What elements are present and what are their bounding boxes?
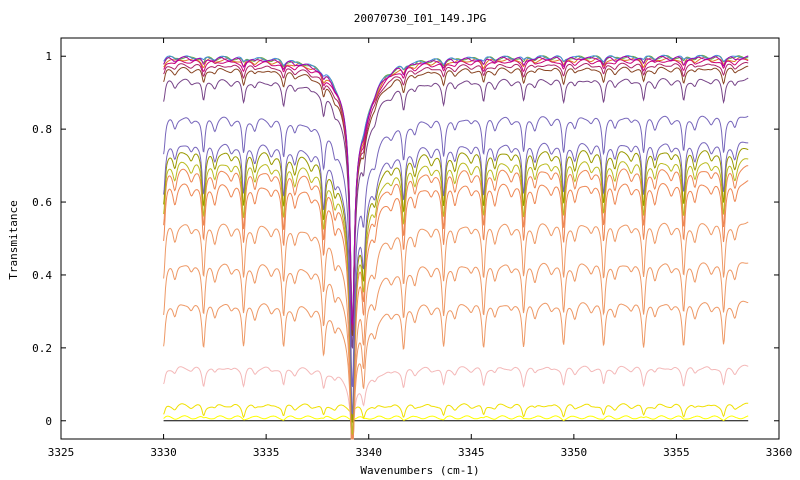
series-line xyxy=(163,65,749,337)
series-line xyxy=(163,62,749,331)
x-axis-label: Wavenumbers (cm-1) xyxy=(360,464,479,477)
series-line xyxy=(163,364,749,437)
series-line xyxy=(163,415,749,422)
x-tick-label: 3360 xyxy=(766,446,793,459)
series-line xyxy=(163,158,749,436)
series-line xyxy=(163,115,749,387)
series-line xyxy=(163,165,749,440)
y-tick-label: 1 xyxy=(45,50,52,63)
series-line xyxy=(163,180,749,440)
x-axis: 3325 3330 3335 3340 3345 3350 3355 3360 xyxy=(48,38,793,459)
y-tick-label: 0.4 xyxy=(32,269,52,282)
series-line xyxy=(163,58,749,326)
y-tick-label: 0.2 xyxy=(32,342,52,355)
series-line xyxy=(163,56,749,323)
x-tick-label: 3345 xyxy=(458,446,485,459)
series-line xyxy=(163,300,749,440)
series-line xyxy=(163,141,749,415)
x-tick-label: 3355 xyxy=(663,446,690,459)
series-line xyxy=(163,77,749,349)
y-tick-label: 0.6 xyxy=(32,196,52,209)
series-layer xyxy=(163,54,749,440)
y-tick-label: 0 xyxy=(45,415,52,428)
plot-frame xyxy=(60,37,780,440)
y-axis-label: Transmitance xyxy=(7,200,20,279)
series-line xyxy=(163,262,749,440)
chart-title: 20070730_I01_149.JPG xyxy=(354,12,486,25)
x-tick-label: 3330 xyxy=(150,446,177,459)
x-tick-label: 3335 xyxy=(253,446,280,459)
series-line xyxy=(163,221,749,440)
series-line xyxy=(163,55,749,325)
y-axis: 0 0.2 0.4 0.6 0.8 1 xyxy=(32,50,779,428)
y-tick-label: 0.8 xyxy=(32,123,52,136)
x-tick-label: 3350 xyxy=(561,446,588,459)
x-tick-label: 3325 xyxy=(48,446,75,459)
series-line xyxy=(163,148,749,424)
x-tick-label: 3340 xyxy=(355,446,382,459)
series-line xyxy=(163,402,749,419)
series-line xyxy=(163,54,749,323)
